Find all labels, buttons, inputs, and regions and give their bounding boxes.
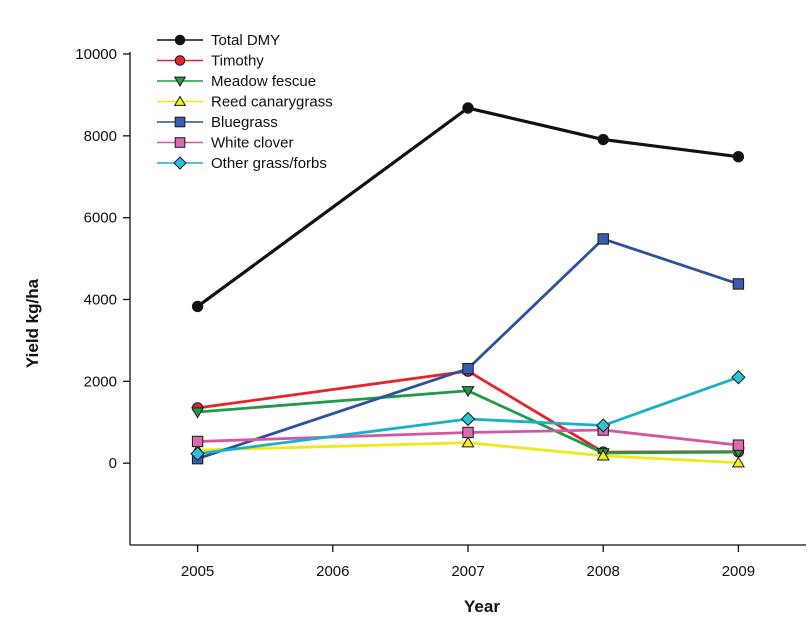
axes: 0 2000 4000 6000 8000 10000 2005 2006 2007 2008 20… [75, 46, 806, 580]
legend-swatch-marker [174, 137, 186, 148]
legend-swatch-marker [173, 95, 187, 106]
y-tick-label: 8000 [84, 128, 117, 145]
data-point-white-clover [462, 426, 474, 439]
y-tick-label: 4000 [84, 292, 117, 309]
x-tick-label: 2006 [316, 563, 349, 580]
x-tick-label: 2009 [722, 563, 755, 580]
legend-swatch-marker [174, 34, 186, 46]
legend-label: Meadow fescue [211, 73, 316, 90]
series-total-dmy [191, 102, 745, 313]
legend-item-bluegrass: Bluegrass [157, 114, 278, 131]
data-point-other-grass-forbs [595, 418, 611, 433]
data-point-white-clover [191, 435, 204, 448]
data-point-other-grass-forbs [731, 370, 746, 385]
data-point-other-grass-forbs [460, 411, 476, 427]
legend-label: Bluegrass [211, 114, 278, 131]
data-point-total-dmy [462, 102, 474, 114]
legend-item-meadow-fescue: Meadow fescue [157, 73, 316, 90]
data-point-meadow-fescue [461, 386, 475, 398]
legend-swatch-marker [173, 156, 187, 170]
data-point-reed-canarygrass [731, 456, 745, 468]
x-axis-title: Year [464, 597, 500, 616]
y-tick-label: 10000 [75, 46, 117, 63]
legend-swatch-marker [174, 116, 186, 128]
legend-item-timothy: Timothy [157, 53, 264, 70]
legend-label: White clover [211, 135, 294, 152]
legend-swatch-marker [173, 76, 187, 88]
legend-item-white-clover: White clover [157, 135, 294, 152]
y-tick-label: 2000 [84, 373, 117, 390]
series-group [190, 102, 746, 468]
legend-item-total-dmy: Total DMY [157, 32, 280, 49]
data-point-reed-canarygrass [461, 436, 475, 448]
data-point-bluegrass [462, 362, 474, 375]
legend-label: Reed canarygrass [211, 94, 333, 111]
data-point-meadow-fescue [191, 407, 205, 419]
x-tick-label: 2008 [587, 563, 620, 580]
data-point-other-grass-forbs [190, 446, 205, 461]
legend-swatch-marker [174, 55, 186, 66]
y-tick-label: 0 [109, 455, 117, 472]
legend-label: Other grass/forbs [211, 155, 327, 172]
legend-label: Total DMY [211, 32, 280, 49]
series-line-bluegrass [196, 237, 740, 461]
x-tick-label: 2007 [451, 563, 484, 580]
data-point-bluegrass [597, 233, 609, 245]
data-point-white-clover [732, 439, 745, 451]
data-point-total-dmy [732, 151, 745, 163]
data-point-total-dmy [597, 133, 609, 146]
legend-item-other-grass-forbs: Other grass/forbs [157, 155, 327, 172]
x-tick-label: 2005 [181, 563, 214, 580]
series-line-other-grass-forbs [196, 375, 740, 456]
y-tick-label: 6000 [84, 210, 117, 227]
legend: Total DMY Timothy Meadow fescue Reed canary… [157, 32, 333, 172]
series-line-reed-canarygrass [196, 441, 740, 465]
legend-label: Timothy [211, 53, 264, 70]
legend-item-reed-canarygrass: Reed canarygrass [157, 94, 333, 111]
series-other-grass-forbs [190, 370, 746, 461]
data-point-bluegrass [732, 278, 745, 290]
data-point-reed-canarygrass [596, 449, 610, 461]
y-axis-title: Yield kg/ha [23, 278, 42, 368]
series-line-total-dmy [196, 106, 741, 309]
data-point-total-dmy [191, 300, 204, 313]
